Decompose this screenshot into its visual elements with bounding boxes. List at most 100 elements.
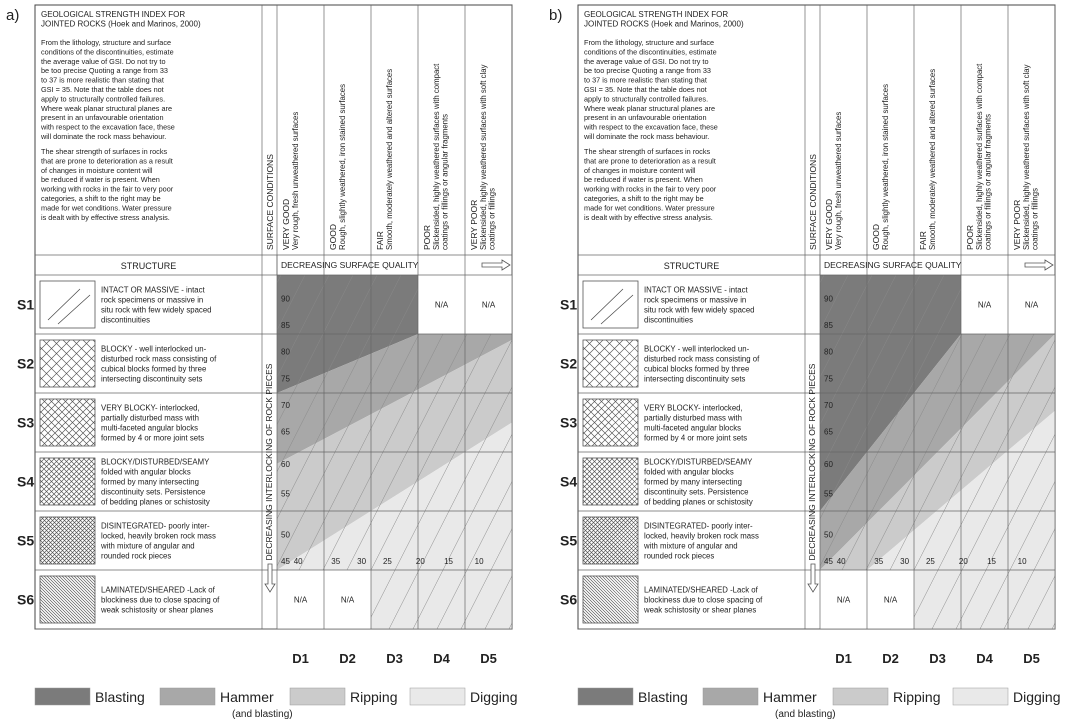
icon-line <box>39 464 81 506</box>
description-line: From the lithology, structure and surfac… <box>584 38 714 47</box>
icon-line <box>585 339 634 388</box>
icon-line <box>52 516 96 560</box>
surface-header: SURFACE CONDITIONS <box>265 154 275 250</box>
icon-line <box>582 424 605 447</box>
row-desc: formed by 4 or more joint sets <box>644 434 747 443</box>
gsi-label: 80 <box>281 348 290 357</box>
icon-line <box>595 344 639 388</box>
icon-line <box>76 575 96 595</box>
row-desc: cubical blocks formed by three <box>644 365 749 374</box>
column-class: VERY POOR <box>1012 200 1022 250</box>
description-line: From the lithology, structure and surfac… <box>41 38 171 47</box>
icon-line <box>627 553 639 565</box>
icon-line <box>40 575 89 624</box>
icon-line <box>582 459 629 506</box>
icon-line <box>582 616 590 624</box>
description-line: present in an unfavourable orientation <box>584 113 707 122</box>
icon-line <box>42 339 91 388</box>
icon-line <box>62 398 96 432</box>
row-code: S6 <box>17 592 34 608</box>
icon-line <box>630 457 639 466</box>
icon-line <box>77 487 96 506</box>
row-desc: with mixture of angular and <box>100 542 195 551</box>
icon-line <box>68 516 96 544</box>
icon-line <box>591 399 639 447</box>
row-desc: LAMINATED/SHEARED -Lack of <box>644 586 759 595</box>
icon-line <box>82 457 96 471</box>
column-desc: Rough, slightly weathered, iron stained … <box>338 84 347 250</box>
icon-line <box>62 354 96 388</box>
icon-line <box>625 492 639 506</box>
legend-swatch <box>832 687 889 706</box>
legend-swatch <box>159 687 216 706</box>
row-desc: locked, heavily broken rock mass <box>101 532 216 541</box>
icon-line <box>85 575 96 586</box>
icon-line <box>39 516 53 530</box>
icon-line <box>615 541 639 565</box>
row-desc: intersecting discontinuity sets <box>644 375 746 384</box>
na-label: N/A <box>837 596 851 605</box>
na-label: N/A <box>884 596 898 605</box>
icon-line <box>47 288 81 321</box>
icon-line <box>72 457 96 481</box>
icon-line <box>39 601 62 624</box>
icon-line <box>88 575 96 583</box>
row-desc: VERY BLOCKY- interlocked, <box>644 404 743 413</box>
na-label: N/A <box>341 596 355 605</box>
icon-line <box>76 545 96 565</box>
icon-line <box>48 398 96 446</box>
description-line: of changes in moisture content will <box>584 166 696 175</box>
column-desc: Very rough, fresh unweathered surfaces <box>834 112 843 250</box>
structure-header: STRUCTURE <box>664 261 720 271</box>
icon-line <box>582 346 624 388</box>
icon-line <box>62 457 96 491</box>
icon-line <box>83 434 96 447</box>
icon-line <box>72 364 96 388</box>
column-desc: Smooth, moderately weathered and altered… <box>385 69 394 250</box>
row-desc: folded with angular blocks <box>101 468 191 477</box>
icon-line <box>582 516 620 554</box>
row-code: S4 <box>17 474 34 490</box>
icon-line <box>613 575 639 601</box>
arrow <box>481 259 511 271</box>
icon-line <box>84 516 96 528</box>
band <box>820 275 1055 570</box>
gsi-label: 60 <box>281 460 290 469</box>
icon-line <box>582 607 599 624</box>
description-line: be too precise Quoting a range from 33 <box>584 66 711 75</box>
icon-line <box>635 384 639 388</box>
legend-swatch <box>34 687 91 706</box>
icon-line <box>52 521 96 565</box>
legend-label: Hammer <box>220 689 274 705</box>
icon-line <box>627 516 639 528</box>
gsi-label: 90 <box>824 295 833 304</box>
legend-label: Blasting <box>638 689 688 705</box>
icon-line <box>67 457 96 486</box>
icon-line <box>582 356 614 388</box>
row-code: S6 <box>560 592 577 608</box>
icon-line <box>73 575 96 598</box>
icon-line <box>582 339 624 381</box>
icon-line <box>582 592 614 624</box>
icon-line <box>92 339 96 343</box>
na-label: N/A <box>1025 301 1039 310</box>
icon-line <box>615 482 639 506</box>
row-code: S3 <box>560 415 577 431</box>
row-code: S1 <box>17 297 34 313</box>
icon-line <box>39 398 83 442</box>
icon-line <box>633 398 639 404</box>
icon-line <box>611 516 639 544</box>
row-desc: locked, heavily broken rock mass <box>644 532 759 541</box>
icon-line <box>635 502 639 506</box>
column-desc: Very rough, fresh unweathered surfaces <box>291 112 300 250</box>
icon-line <box>620 487 639 506</box>
icon-line <box>623 516 639 532</box>
row-desc: disturbed rock mass consisting of <box>101 355 217 364</box>
icon-line <box>582 604 602 624</box>
icon-line <box>635 561 639 565</box>
icon-line <box>87 497 96 506</box>
icon-line <box>39 577 86 624</box>
icon-line <box>603 529 639 565</box>
icon-line <box>39 604 59 624</box>
icon-line <box>55 398 96 439</box>
